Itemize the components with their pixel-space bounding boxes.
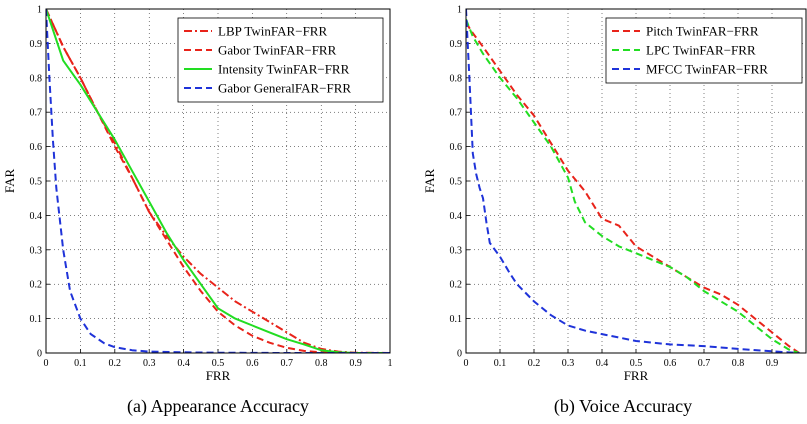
y-axis-label: FAR bbox=[422, 169, 437, 194]
x-tick-label: 0.6 bbox=[246, 358, 259, 369]
x-tick-label: 0.5 bbox=[212, 358, 225, 369]
x-tick-label: 0.3 bbox=[562, 358, 575, 369]
y-tick-label: 0.7 bbox=[30, 108, 43, 119]
legend-box bbox=[177, 17, 384, 103]
legend-label: LBP TwinFAR−FRR bbox=[218, 24, 327, 39]
legend-label: LPC TwinFAR−FRR bbox=[646, 43, 756, 58]
x-axis-label: FRR bbox=[624, 368, 649, 383]
x-tick-label: 1 bbox=[388, 358, 393, 369]
x-tick-label: 0.1 bbox=[494, 358, 507, 369]
legend: LBP TwinFAR−FRR Gabor TwinFAR−FRR Intensit… bbox=[177, 17, 384, 103]
x-tick-label: 0.4 bbox=[596, 358, 609, 369]
x-tick-label: 0.9 bbox=[766, 358, 779, 369]
x-tick-label: 0.7 bbox=[698, 358, 711, 369]
x-tick-label: 0.5 bbox=[630, 358, 643, 369]
y-tick-label: 0.9 bbox=[30, 39, 43, 50]
figure-caption: (a) Appearance Accuracy bbox=[127, 396, 309, 417]
series-line bbox=[46, 9, 390, 353]
series-line bbox=[466, 18, 800, 353]
chart-appearance: 0 0.1 0.2 0.3 0.4 0.5 0.6 0.7 0.8 0.9 1 0 0.1 0.2 0.3 0… bbox=[2, 5, 393, 418]
y-tick-label: 0.3 bbox=[450, 245, 463, 256]
y-tick-label: 0.5 bbox=[450, 177, 463, 188]
x-tick-label: 0 bbox=[464, 358, 469, 369]
chart-voice: 0 0.1 0.2 0.3 0.4 0.5 0.6 0.7 0.8 0.9 0 0.1 0.2 0.3 0.… bbox=[422, 5, 807, 417]
x-tick-label: 0.8 bbox=[315, 358, 328, 369]
legend-label: MFCC TwinFAR−FRR bbox=[646, 62, 768, 77]
x-tick-label: 0.3 bbox=[143, 358, 156, 369]
x-tick-label: 0.4 bbox=[177, 358, 190, 369]
y-tick-label: 0.2 bbox=[450, 280, 463, 291]
x-axis-label: FRR bbox=[206, 368, 231, 383]
series-line bbox=[466, 9, 800, 353]
plot-frame bbox=[465, 8, 807, 354]
legend: Pitch TwinFAR−FRR LPC TwinFAR−FRR MFCC Twi… bbox=[605, 17, 803, 84]
y-tick-label: 0.3 bbox=[30, 245, 43, 256]
y-tick-label: 0.4 bbox=[30, 211, 43, 222]
y-tick-label: 0.2 bbox=[30, 280, 43, 291]
series-line bbox=[46, 9, 390, 353]
y-tick-label: 0.7 bbox=[450, 108, 463, 119]
x-tick-label: 0 bbox=[44, 358, 49, 369]
y-tick-label: 0.5 bbox=[30, 177, 43, 188]
y-tick-label: 0 bbox=[457, 349, 462, 360]
x-tick-label: 0.6 bbox=[664, 358, 677, 369]
y-tick-label: 0.9 bbox=[450, 39, 463, 50]
y-tick-label: 0 bbox=[37, 349, 42, 360]
x-tick-label: 0.2 bbox=[528, 358, 541, 369]
y-tick-label: 0.4 bbox=[450, 211, 463, 222]
y-tick-label: 0.8 bbox=[450, 73, 463, 84]
x-tick-label: 0.1 bbox=[74, 358, 87, 369]
plot-frame bbox=[45, 8, 391, 354]
y-tick-label: 0.6 bbox=[30, 142, 43, 153]
legend-label: Intensity TwinFAR−FRR bbox=[218, 62, 350, 77]
series-group bbox=[466, 9, 800, 353]
y-tick-label: 1 bbox=[457, 5, 462, 16]
legend-label: Gabor TwinFAR−FRR bbox=[218, 43, 337, 58]
series-line bbox=[466, 22, 800, 353]
y-tick-label: 0.1 bbox=[450, 314, 463, 325]
x-tick-label: 0.7 bbox=[281, 358, 294, 369]
y-tick-label: 0.6 bbox=[450, 142, 463, 153]
figure-caption: (b) Voice Accuracy bbox=[554, 396, 692, 417]
x-tick-label: 0.8 bbox=[732, 358, 745, 369]
y-axis-label: FAR bbox=[2, 169, 17, 194]
legend-label: Pitch TwinFAR−FRR bbox=[646, 24, 759, 39]
y-tick-label: 1 bbox=[37, 5, 42, 16]
x-tick-label: 0.9 bbox=[349, 358, 362, 369]
y-tick-label: 0.1 bbox=[30, 314, 43, 325]
y-tick-label: 0.8 bbox=[30, 73, 43, 84]
x-tick-label: 0.2 bbox=[109, 358, 122, 369]
legend-label: Gabor GeneralFAR−FRR bbox=[218, 81, 351, 96]
